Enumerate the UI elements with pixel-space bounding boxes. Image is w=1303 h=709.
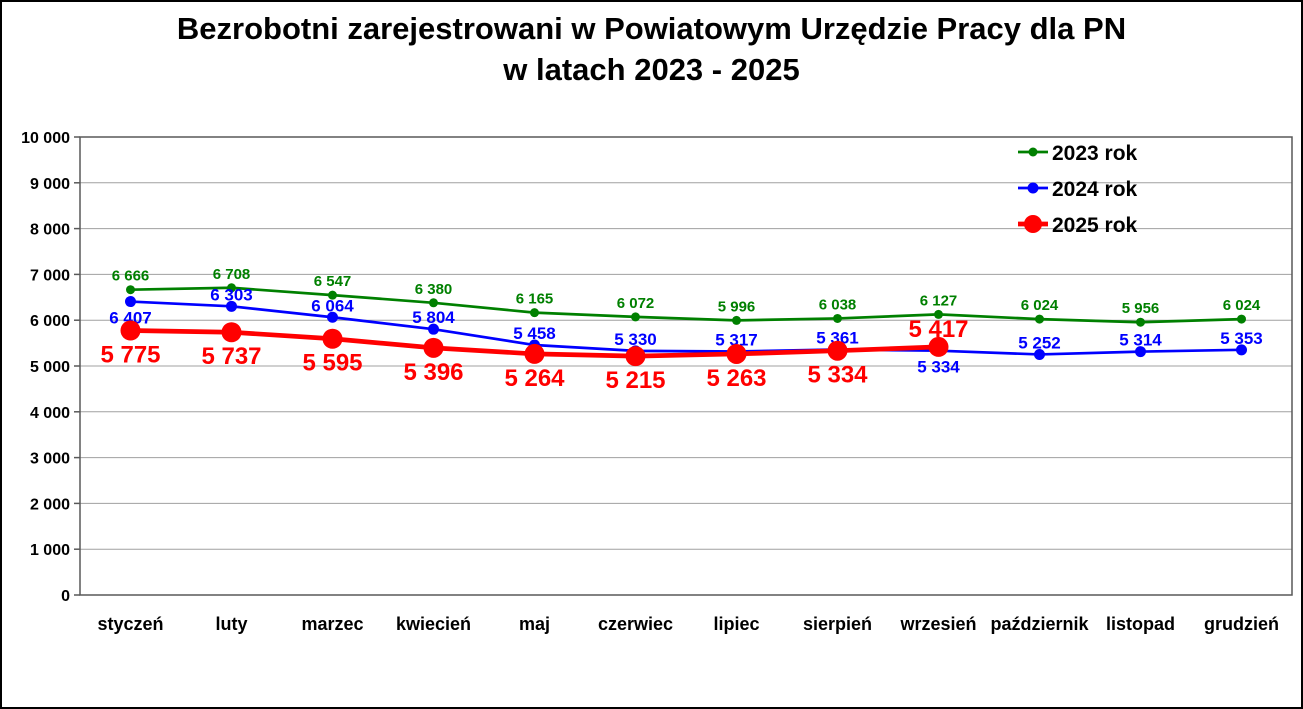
data-label: 6 024 — [1223, 297, 1261, 314]
data-point — [125, 296, 136, 308]
legend-label: 2025 rok — [1052, 214, 1138, 237]
data-point — [625, 346, 646, 367]
y-axis-label: 1 000 — [30, 542, 70, 559]
data-label: 5 775 — [100, 342, 160, 369]
x-axis-label: lipiec — [713, 614, 759, 634]
data-label: 5 334 — [807, 362, 868, 389]
y-axis-label: 6 000 — [30, 313, 70, 330]
data-point — [934, 309, 943, 319]
data-point — [227, 283, 236, 293]
data-point — [1034, 348, 1045, 360]
data-label: 6 380 — [415, 281, 453, 298]
data-point — [226, 300, 237, 312]
y-axis-label: 9 000 — [30, 176, 70, 193]
data-label: 6 127 — [920, 292, 958, 309]
x-axis-label: grudzień — [1204, 614, 1279, 634]
data-point — [732, 315, 741, 325]
data-label: 6 038 — [819, 296, 857, 313]
y-axis-label: 4 000 — [30, 405, 70, 422]
y-axis-label: 8 000 — [30, 222, 70, 239]
data-point — [328, 290, 337, 300]
data-point — [120, 320, 141, 341]
data-label: 5 417 — [908, 316, 968, 343]
data-label: 5 252 — [1018, 333, 1061, 352]
data-point — [428, 323, 439, 335]
data-point — [631, 312, 640, 322]
data-label: 5 263 — [706, 365, 766, 392]
x-axis-label: czerwiec — [598, 614, 673, 634]
data-point — [726, 343, 747, 364]
data-point — [322, 328, 343, 349]
chart-title-line1: Bezrobotni zarejestrowani w Powiatowym U… — [176, 11, 1127, 46]
data-point — [429, 298, 438, 308]
data-point — [833, 313, 842, 323]
legend-label: 2024 rok — [1052, 178, 1138, 201]
data-label: 5 314 — [1119, 331, 1162, 350]
data-label: 6 165 — [516, 291, 554, 308]
x-axis-label: październik — [990, 614, 1089, 634]
data-label: 6 708 — [213, 266, 251, 283]
data-point — [530, 308, 539, 318]
x-axis-label: wrzesień — [899, 614, 976, 634]
y-axis-label: 2 000 — [30, 496, 70, 513]
data-label: 5 264 — [504, 365, 565, 392]
data-point — [221, 322, 242, 343]
series-line-2023-rok — [130, 286, 1242, 324]
legend-marker — [1024, 215, 1042, 233]
x-axis-label: maj — [519, 614, 550, 634]
series-line-2024-rok — [130, 300, 1242, 356]
data-point — [1136, 317, 1145, 327]
data-label: 5 804 — [412, 308, 455, 327]
data-label: 5 956 — [1122, 300, 1160, 317]
x-axis-label: kwiecień — [396, 614, 471, 634]
data-label: 5 334 — [917, 358, 960, 377]
data-label: 5 215 — [605, 367, 665, 394]
data-point — [327, 311, 338, 323]
data-point — [126, 285, 135, 295]
legend-marker — [1027, 182, 1039, 194]
legend-marker — [1028, 147, 1038, 157]
x-axis-label: marzec — [301, 614, 363, 634]
x-axis-label: styczeń — [97, 614, 163, 634]
legend-label: 2023 rok — [1052, 142, 1138, 165]
data-point — [827, 340, 848, 361]
chart-title-line2: w latach 2023 - 2025 — [503, 52, 800, 87]
data-label: 5 317 — [715, 330, 758, 349]
data-label: 6 407 — [109, 309, 152, 328]
data-label: 5 458 — [513, 324, 556, 343]
data-label: 6 064 — [311, 296, 354, 315]
data-label: 5 396 — [403, 359, 463, 386]
chart-title: Bezrobotni zarejestrowani w Powiatowym U… — [2, 8, 1301, 90]
data-point — [1035, 314, 1044, 324]
x-axis-label: sierpień — [803, 614, 872, 634]
y-axis-label: 10 000 — [21, 130, 70, 147]
data-label: 6 024 — [1021, 297, 1059, 314]
data-point — [1237, 314, 1246, 324]
data-label: 5 996 — [718, 298, 756, 315]
y-axis-label: 5 000 — [30, 359, 70, 376]
data-label: 6 547 — [314, 273, 352, 290]
data-label: 6 666 — [112, 268, 150, 285]
x-axis-label: luty — [215, 614, 247, 634]
data-point — [423, 337, 444, 358]
data-label: 5 330 — [614, 330, 657, 349]
data-point — [1135, 346, 1146, 358]
y-axis-label: 7 000 — [30, 267, 70, 284]
data-label: 5 353 — [1220, 329, 1263, 348]
data-point — [928, 336, 949, 357]
data-label: 6 072 — [617, 295, 655, 312]
data-label: 5 737 — [201, 343, 261, 370]
x-axis-label: listopad — [1106, 614, 1175, 634]
data-label: 6 303 — [210, 285, 253, 304]
data-label: 5 595 — [302, 350, 362, 377]
data-point — [1236, 344, 1247, 356]
y-axis-label: 3 000 — [30, 451, 70, 468]
y-axis-label: 0 — [61, 588, 70, 605]
data-point — [524, 343, 545, 364]
data-label: 5 361 — [816, 328, 859, 347]
